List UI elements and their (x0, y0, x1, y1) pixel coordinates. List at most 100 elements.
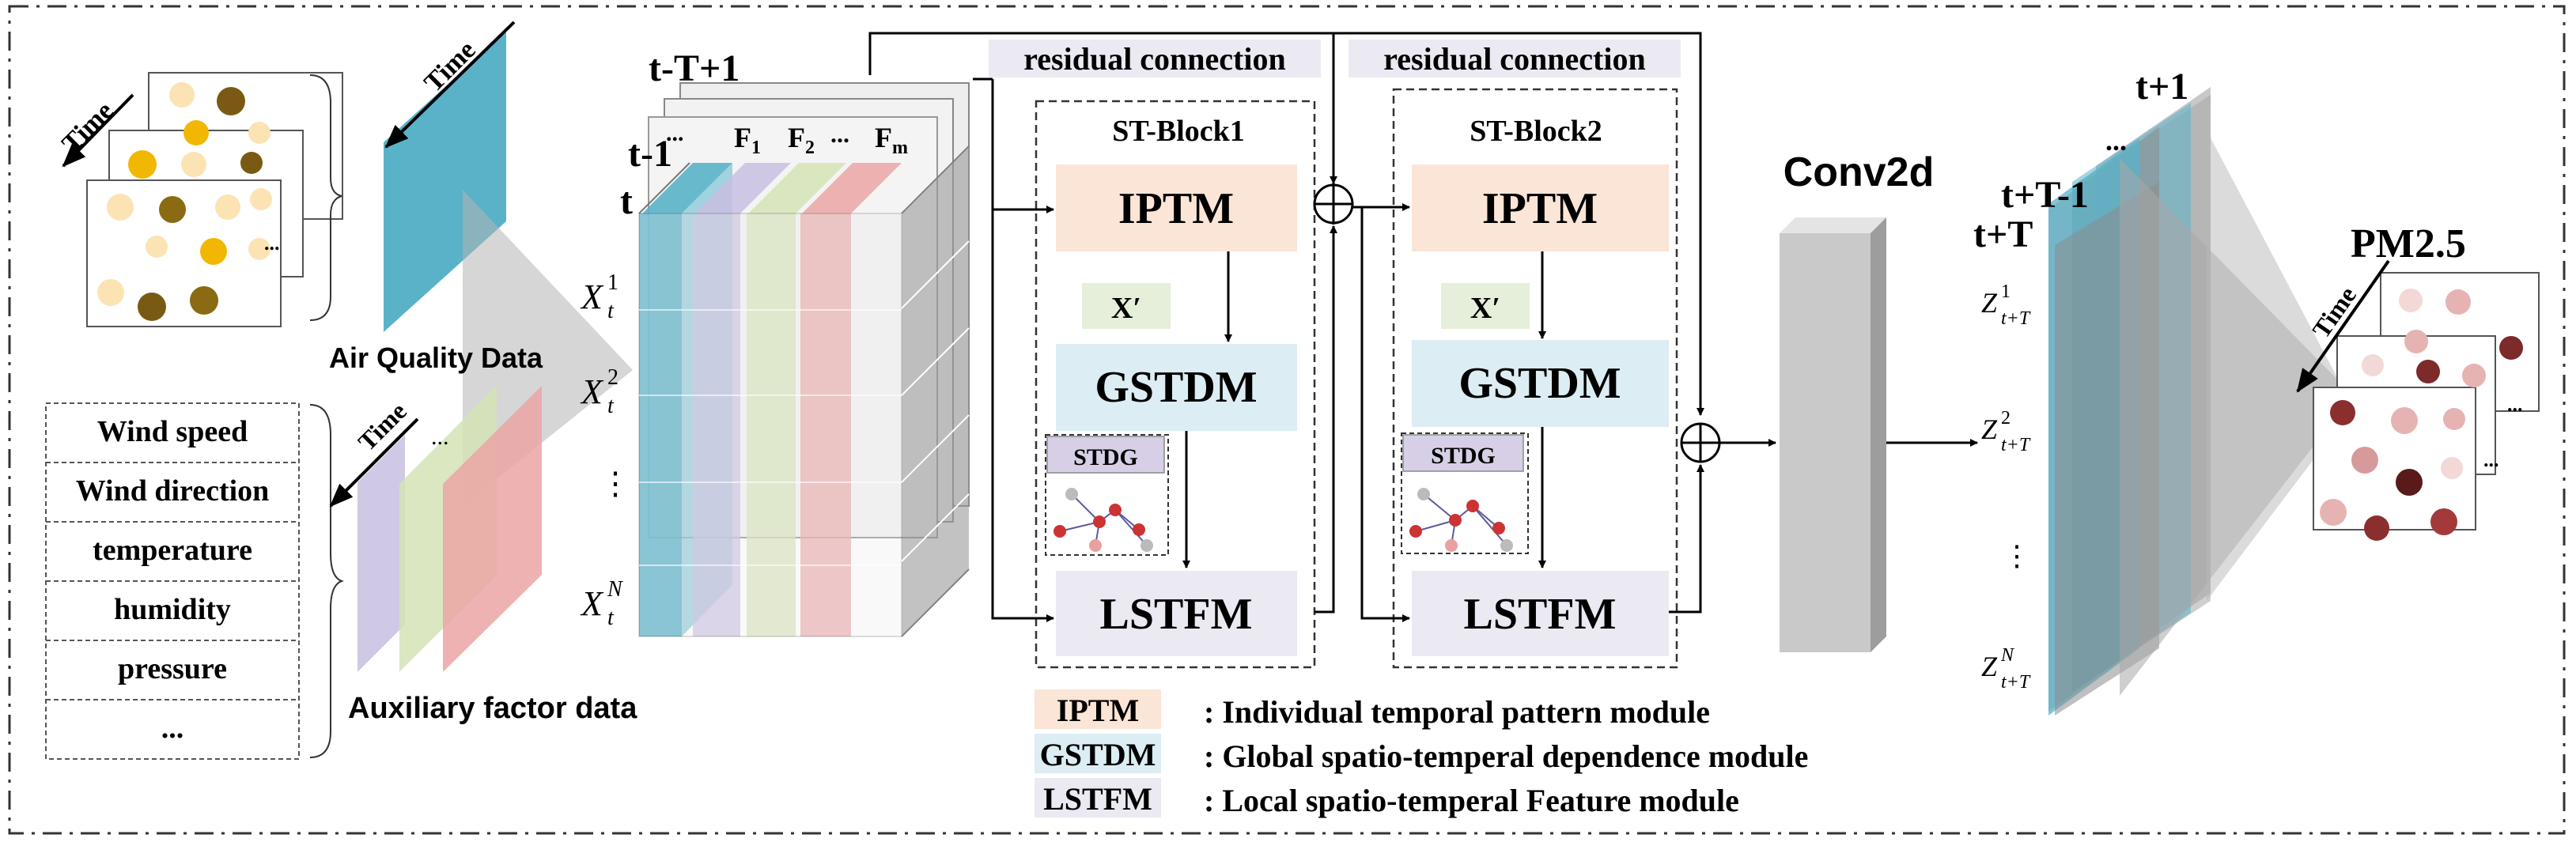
output-projection-2 (2207, 130, 2353, 601)
node-label-2-sup: 2 (607, 365, 618, 390)
st-block-2-title: ST-Block2 (1470, 115, 1602, 148)
air-quality-plane (384, 32, 506, 332)
feature-label-m: Fm (875, 122, 908, 158)
conv2d-label: Conv2d (1784, 149, 1935, 195)
legend-iptm-swatch (1035, 689, 1161, 729)
x-prime-label-1: X′ (1111, 292, 1141, 325)
aq-time-arrow (384, 21, 516, 149)
aux-factor-2: temperature (93, 534, 252, 567)
iptm-box-1 (1056, 164, 1297, 251)
stdg-box-1 (1046, 436, 1165, 474)
x-prime-box-1 (1082, 283, 1171, 329)
stdg-frame-2 (1401, 432, 1529, 554)
lstfm-box-2 (1412, 571, 1669, 656)
st-block-1-title: ST-Block1 (1112, 115, 1245, 148)
aux-layer-pink (443, 386, 542, 672)
out-node-n-sub: t+T (2001, 672, 2031, 693)
node-label-n-sup: N (607, 577, 623, 602)
maps-ellipsis: ... (264, 232, 280, 255)
aux-factor-3: humidity (114, 593, 231, 626)
aux-factor-label: Auxiliary factor data (348, 692, 637, 725)
air-quality-label: Air Quality Data (329, 342, 543, 374)
gstdm-label-1: GSTDM (1095, 363, 1257, 412)
aux-time-arrow (329, 417, 419, 508)
legend-lstfm-swatch (1035, 778, 1161, 817)
aux-factor-1: Wind direction (76, 474, 270, 508)
stdg-label-1: STDG (1073, 444, 1138, 470)
legend-lstfm-abbr: LSTFM (1043, 781, 1152, 817)
lstfm-box-1 (1056, 571, 1297, 656)
outer-frame (8, 5, 2566, 835)
node-label-2-sub: t (607, 394, 615, 418)
node-label-n: X (580, 584, 604, 623)
residual-line-2 (1332, 32, 1704, 416)
node-label-1-sub: t (607, 299, 615, 323)
output-t-dots: ... (2105, 125, 2127, 157)
feature-label-1: F2 (788, 122, 815, 158)
maps-brace (309, 74, 342, 321)
aux-ellipsis: ... (431, 424, 449, 450)
feature-label-0: F1 (734, 122, 761, 158)
out-node-2: Z (1981, 413, 1998, 445)
out-node-2-sub: t+T (2001, 435, 2031, 455)
conv2d-block (1780, 217, 1886, 652)
stdg-label-2: STDG (1431, 443, 1496, 469)
st-block-2 (1392, 88, 1678, 669)
iptm-label-1: IPTM (1118, 184, 1234, 233)
stdg-box-2 (1402, 434, 1524, 472)
input-tensor (638, 82, 970, 637)
node-vdots: ⋮ (600, 466, 631, 501)
tensor-t-dots: ... (666, 120, 684, 146)
legend-gstdm-desc: : Global spatio-temperal dependence modu… (1204, 738, 1808, 774)
out-vdots: ⋮ (2003, 540, 2031, 572)
residual-label-1: residual connection (1023, 41, 1286, 77)
pm25-label: PM2.5 (2351, 221, 2466, 266)
feature-label-dots: ... (830, 119, 849, 148)
arrow-sum1-lstfm-2 (1360, 207, 1410, 622)
lstfm-label-2: LSTFM (1464, 590, 1617, 639)
tensor-t-label-2: t (620, 180, 633, 222)
arrow-input-lstfm-1 (991, 79, 1054, 622)
pm25-time-arrow (2296, 259, 2390, 393)
output-t-label-0: t+1 (2135, 66, 2188, 108)
st-block-1 (1035, 100, 1316, 669)
aux-brace (309, 404, 344, 758)
iptm-box-2 (1412, 164, 1669, 251)
out-node-1: Z (1981, 287, 1998, 319)
x-prime-box-2 (1441, 283, 1530, 329)
node-label-2: X (580, 372, 604, 411)
output-t-label-3: t+T (1973, 213, 2033, 255)
aux-layer-purple (357, 435, 405, 672)
aux-factor-0: Wind speed (97, 415, 248, 448)
out-node-1-sup: 1 (2001, 281, 2010, 302)
lstfm-label-1: LSTFM (1100, 590, 1253, 639)
out-node-n: Z (1981, 651, 1998, 682)
residual-label-bg-1 (989, 40, 1321, 77)
node-label-n-sub: t (607, 606, 615, 630)
stdg-graph-2 (1409, 488, 1513, 552)
node-label-1-sup: 1 (607, 270, 618, 295)
out-node-2-sup: 2 (2001, 408, 2010, 429)
gstdm-box-2 (1412, 340, 1669, 427)
arrow-input-iptm-1 (991, 206, 1054, 213)
tensor-t-label-1: t-1 (628, 133, 672, 175)
pm25-ellipsis-2: ... (2483, 448, 2499, 471)
x-prime-label-2: X′ (1470, 292, 1500, 325)
node-label-1: X (580, 278, 604, 316)
pm25-maps (2313, 272, 2540, 541)
pm25-ellipsis-1: ... (2507, 393, 2523, 416)
aux-factor-4: pressure (118, 652, 227, 685)
output-t-label-2: t+T-1 (2001, 174, 2089, 216)
legend-iptm-abbr: IPTM (1057, 693, 1139, 728)
stdg-graph-1 (1053, 488, 1153, 552)
gstdm-label-2: GSTDM (1458, 359, 1621, 408)
residual-label-2: residual connection (1383, 41, 1646, 77)
out-node-n-sup: N (2000, 645, 2015, 666)
legend-lstfm-desc: : Local spatio-temperal Feature module (1204, 783, 1739, 818)
aux-factor-table (45, 402, 300, 760)
air-quality-maps (86, 72, 343, 327)
iptm-label-2: IPTM (1482, 184, 1598, 233)
legend-gstdm-swatch (1035, 734, 1161, 773)
aux-factor-5: ... (161, 712, 184, 745)
